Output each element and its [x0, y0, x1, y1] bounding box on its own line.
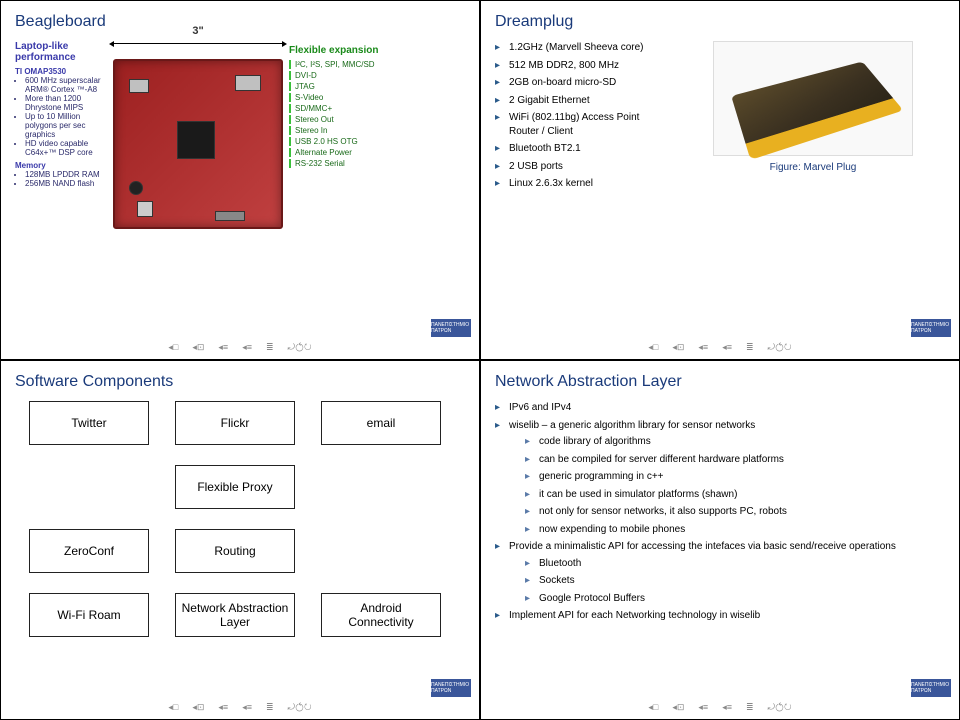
list-item: Google Protocol Buffers: [525, 592, 945, 606]
spec: 600 MHz superscalar ARM® Cortex ™-A8: [25, 76, 107, 94]
spec: 256MB NAND flash: [25, 179, 107, 188]
box-flickr: Flickr: [175, 401, 295, 445]
list-item: 2GB on-board micro-SD: [495, 76, 665, 90]
nav-icons: ◂□◂⊡◂≡◂≡≣⤾⥀↻: [648, 702, 791, 713]
list-item: Provide a minimalistic API for accessing…: [495, 540, 945, 605]
slide-dreamplug: Dreamplug 1.2GHz (Marvell Sheeva core) 5…: [480, 0, 960, 360]
list-item: it can be used in simulator platforms (s…: [525, 488, 945, 502]
box-routing: Routing: [175, 529, 295, 573]
conn: I²C, I²S, SPI, MMC/SD: [289, 60, 385, 69]
spec: HD video capable C64x+™ DSP core: [25, 139, 107, 157]
component-grid: Twitter Flickr email Flexible Proxy Zero…: [29, 401, 465, 637]
conn: JTAG: [289, 82, 385, 91]
cpu-title: TI OMAP3530: [15, 67, 107, 76]
box-android: Android Connectivity: [321, 593, 441, 637]
list-item: generic programming in c++: [525, 470, 945, 484]
nav-icons: ◂□◂⊡◂≡◂≡≣⤾⥀↻: [648, 342, 791, 353]
box-nal: Network Abstraction Layer: [175, 593, 295, 637]
nav-icons: ◂□◂⊡◂≡◂≡≣⤾⥀↻: [168, 342, 311, 353]
list-item-label: wiselib – a generic algorithm library fo…: [509, 420, 755, 431]
slide-network-abstraction: Network Abstraction Layer IPv6 and IPv4 …: [480, 360, 960, 720]
slide-beagleboard: Beagleboard Laptop-like performance TI O…: [0, 0, 480, 360]
slide-title: Dreamplug: [495, 13, 945, 31]
conn: Alternate Power: [289, 148, 385, 157]
spec: 128MB LPDDR RAM: [25, 170, 107, 179]
conn: SD/MMC+: [289, 104, 385, 113]
conn: S-Video: [289, 93, 385, 102]
list-item: now expending to mobile phones: [525, 523, 945, 537]
mem-spec-list: 128MB LPDDR RAM 256MB NAND flash: [25, 170, 107, 188]
board-image: [113, 59, 283, 229]
board-width-label: 3": [192, 25, 203, 37]
conn: DVI-D: [289, 71, 385, 80]
slide-title: Beagleboard: [15, 13, 465, 31]
box-twitter: Twitter: [29, 401, 149, 445]
slide-title: Software Components: [15, 373, 465, 391]
list-item: 512 MB DDR2, 800 MHz: [495, 59, 665, 73]
university-logo: ΠΑΝΕΠΙΣΤΗΜΙΟ ΠΑΤΡΩΝ: [431, 679, 471, 697]
marvel-plug-image: [713, 41, 913, 156]
list-item: wiselib – a generic algorithm library fo…: [495, 419, 945, 537]
spec: More than 1200 Dhrystone MIPS: [25, 94, 107, 112]
slide-software-components: Software Components Twitter Flickr email…: [0, 360, 480, 720]
wiselib-sublist: code library of algorithms can be compil…: [525, 435, 945, 536]
conn: USB 2.0 HS OTG: [289, 137, 385, 146]
dreamplug-list: 1.2GHz (Marvell Sheeva core) 512 MB DDR2…: [495, 41, 665, 195]
cpu-spec-list: 600 MHz superscalar ARM® Cortex ™-A8 Mor…: [25, 76, 107, 157]
blank: [321, 465, 441, 509]
perf-heading: Laptop-like performance: [15, 41, 107, 63]
nav-icons: ◂□◂⊡◂≡◂≡≣⤾⥀↻: [168, 702, 311, 713]
box-flexible-proxy: Flexible Proxy: [175, 465, 295, 509]
list-item: not only for sensor networks, it also su…: [525, 505, 945, 519]
conn: RS-232 Serial: [289, 159, 385, 168]
university-logo: ΠΑΝΕΠΙΣΤΗΜΙΟ ΠΑΤΡΩΝ: [431, 319, 471, 337]
box-wifi-roam: Wi-Fi Roam: [29, 593, 149, 637]
nal-list: IPv6 and IPv4 wiselib – a generic algori…: [495, 401, 945, 623]
list-item: Sockets: [525, 574, 945, 588]
university-logo: ΠΑΝΕΠΙΣΤΗΜΙΟ ΠΑΤΡΩΝ: [911, 319, 951, 337]
list-item: Bluetooth BT2.1: [495, 142, 665, 156]
list-item: IPv6 and IPv4: [495, 401, 945, 415]
figure-caption: Figure: Marvel Plug: [770, 162, 857, 173]
conn: Stereo Out: [289, 115, 385, 124]
list-item-label: Provide a minimalistic API for accessing…: [509, 541, 896, 552]
slide-title: Network Abstraction Layer: [495, 373, 945, 391]
mem-title: Memory: [15, 161, 107, 170]
list-item: can be compiled for server different har…: [525, 453, 945, 467]
box-email: email: [321, 401, 441, 445]
list-item: 2 USB ports: [495, 160, 665, 174]
list-item: Linux 2.6.3x kernel: [495, 177, 665, 191]
list-item: 1.2GHz (Marvell Sheeva core): [495, 41, 665, 55]
list-item: WiFi (802.11bg) Access Point Router / Cl…: [495, 111, 665, 138]
conn: Stereo In: [289, 126, 385, 135]
api-sublist: Bluetooth Sockets Google Protocol Buffer…: [525, 557, 945, 606]
spec: Up to 10 Million polygons per sec graphi…: [25, 112, 107, 139]
university-logo: ΠΑΝΕΠΙΣΤΗΜΙΟ ΠΑΤΡΩΝ: [911, 679, 951, 697]
box-zeroconf: ZeroConf: [29, 529, 149, 573]
blank: [29, 465, 149, 509]
list-item: 2 Gigabit Ethernet: [495, 94, 665, 108]
list-item: Bluetooth: [525, 557, 945, 571]
blank: [321, 529, 441, 573]
list-item: code library of algorithms: [525, 435, 945, 449]
expand-heading: Flexible expansion: [289, 45, 385, 56]
beagleboard-diagram: Laptop-like performance TI OMAP3530 600 …: [15, 41, 465, 229]
list-item: Implement API for each Networking techno…: [495, 609, 945, 623]
